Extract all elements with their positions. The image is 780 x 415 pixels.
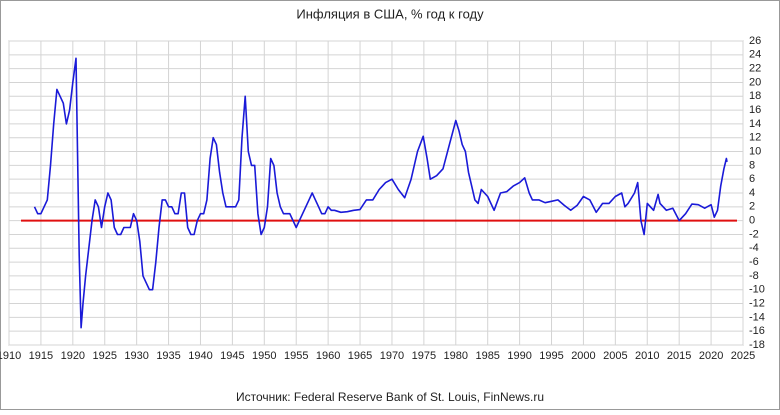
x-tick-label: 1990 <box>507 350 531 362</box>
x-tick-label: 1970 <box>380 350 404 362</box>
y-tick-label: 12 <box>749 132 761 144</box>
y-tick-label: 26 <box>749 35 761 47</box>
x-tick-label: 1975 <box>412 350 436 362</box>
y-tick-label: 6 <box>749 173 755 185</box>
x-tick-label: 1930 <box>124 350 148 362</box>
x-tick-label: 1980 <box>444 350 468 362</box>
y-tick-label: -8 <box>749 270 759 282</box>
y-tick-label: 24 <box>749 49 761 61</box>
x-tick-label: 1925 <box>92 350 116 362</box>
x-tick-label: 2020 <box>699 350 723 362</box>
y-tick-label: 14 <box>749 118 761 130</box>
x-tick-label: 1940 <box>188 350 212 362</box>
y-tick-label: 2 <box>749 201 755 213</box>
x-tick-label: 1995 <box>539 350 563 362</box>
chart-title: Инфляция в США, % год к году <box>296 6 484 21</box>
x-tick-label: 1945 <box>220 350 244 362</box>
y-tick-label: 18 <box>749 90 761 102</box>
y-tick-label: 10 <box>749 145 761 157</box>
y-tick-label: -2 <box>749 228 759 240</box>
y-tick-label: -4 <box>749 242 759 254</box>
x-tick-label: 1950 <box>252 350 276 362</box>
y-tick-label: -6 <box>749 256 759 268</box>
source-note: Источник: Federal Reserve Bank of St. Lo… <box>236 390 544 404</box>
inflation-line <box>33 57 728 329</box>
x-tick-label: 2025 <box>731 350 755 362</box>
x-tick-label: 1935 <box>156 350 180 362</box>
x-tick-label: 2015 <box>667 350 691 362</box>
y-tick-label: -12 <box>749 297 765 309</box>
x-tick-label: 1920 <box>61 350 85 362</box>
y-tick-label: 20 <box>749 76 761 88</box>
y-tick-label: -16 <box>749 325 765 337</box>
x-tick-label: 1955 <box>284 350 308 362</box>
y-tick-label: 4 <box>749 187 755 199</box>
y-tick-label: 8 <box>749 159 755 171</box>
y-tick-label: -10 <box>749 284 765 296</box>
x-tick-label: 1985 <box>475 350 499 362</box>
x-tick-label: 2000 <box>571 350 595 362</box>
y-tick-label: 0 <box>749 215 755 227</box>
x-tick-label: 1910 <box>0 350 21 362</box>
y-tick-label: 16 <box>749 104 761 116</box>
x-tick-label: 2005 <box>603 350 627 362</box>
x-tick-label: 1960 <box>316 350 340 362</box>
y-tick-label: 22 <box>749 63 761 75</box>
x-tick-label: 2010 <box>635 350 659 362</box>
x-tick-label: 1915 <box>29 350 53 362</box>
y-tick-label: -18 <box>749 339 765 351</box>
x-tick-label: 1965 <box>348 350 372 362</box>
y-tick-label: -14 <box>749 311 765 323</box>
